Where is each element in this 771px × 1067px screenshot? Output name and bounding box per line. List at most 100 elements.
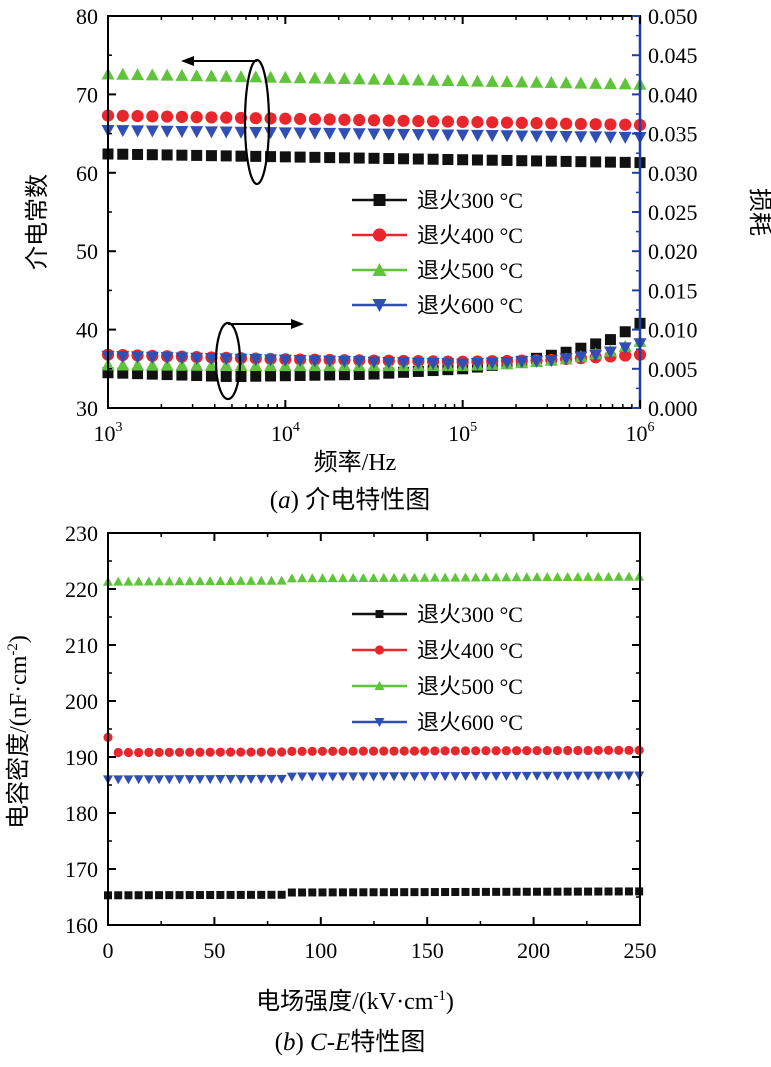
- chart-b-frame: [107, 532, 641, 926]
- data-point: [399, 572, 410, 582]
- data-point: [226, 890, 235, 899]
- chart-a: 103 104 105 106 30 40 50 60 70 80 0.000 0.005 0.010 0…: [24, 4, 771, 514]
- data-point: [256, 747, 266, 757]
- data-point: [486, 154, 498, 166]
- data-point: [145, 125, 159, 138]
- data-point: [225, 775, 236, 785]
- x-tick-label: 200: [517, 938, 550, 963]
- data-point: [323, 127, 337, 140]
- data-point: [522, 746, 532, 756]
- data-point: [176, 149, 188, 161]
- data-point: [530, 130, 544, 143]
- data-point: [603, 77, 617, 90]
- data-point: [123, 775, 134, 785]
- data-point: [143, 576, 154, 586]
- data-point: [216, 890, 225, 899]
- chart-a-marks: [101, 67, 647, 382]
- data-point: [225, 575, 236, 585]
- data-point: [206, 891, 215, 899]
- data-point: [294, 112, 307, 126]
- data-point: [427, 115, 440, 128]
- series-left-0: [102, 148, 646, 169]
- data-point: [246, 774, 257, 784]
- y2-tick-label: 0.000: [648, 396, 698, 421]
- data-point: [249, 112, 262, 125]
- data-point: [266, 747, 277, 757]
- data-point: [205, 747, 215, 757]
- data-point: [161, 369, 173, 381]
- data-point: [531, 155, 543, 167]
- data-point: [471, 154, 483, 166]
- data-point: [589, 349, 603, 362]
- data-point: [559, 131, 573, 144]
- data-point: [175, 352, 189, 365]
- data-point: [194, 775, 205, 785]
- data-point: [286, 772, 297, 782]
- data-point: [521, 771, 532, 781]
- data-point: [480, 572, 491, 582]
- data-point: [204, 353, 218, 366]
- data-point: [353, 368, 365, 380]
- data-point: [367, 356, 381, 369]
- data-point: [491, 572, 502, 582]
- data-point: [279, 112, 292, 125]
- data-point: [338, 746, 348, 756]
- data-point: [409, 772, 420, 782]
- data-point: [279, 370, 291, 382]
- data-point: [603, 346, 617, 359]
- data-point: [619, 349, 632, 362]
- data-point: [590, 338, 602, 350]
- data-point: [486, 116, 499, 129]
- series-b-2: [103, 571, 645, 586]
- data-point: [132, 148, 144, 160]
- data-point: [399, 746, 409, 756]
- data-point: [618, 342, 632, 355]
- data-point: [117, 148, 129, 160]
- legend-label: 退火300 °C: [417, 602, 523, 627]
- chart-a-ylabel: 介电常数: [24, 174, 51, 270]
- data-point: [441, 74, 455, 87]
- data-point: [619, 326, 631, 338]
- y2-tick-label: 0.030: [648, 161, 698, 186]
- data-point: [368, 152, 380, 164]
- data-point: [131, 68, 145, 81]
- data-point: [205, 150, 217, 162]
- data-point: [191, 149, 203, 161]
- data-point: [176, 369, 188, 381]
- data-point: [293, 71, 307, 84]
- data-point: [338, 113, 351, 126]
- data-point: [191, 370, 203, 382]
- data-point: [411, 357, 425, 370]
- data-point: [117, 367, 129, 379]
- data-point: [410, 888, 419, 897]
- data-point: [481, 746, 491, 756]
- data-point: [430, 888, 439, 897]
- data-point: [562, 572, 573, 582]
- data-point: [298, 888, 307, 897]
- data-point: [583, 771, 594, 781]
- data-point: [442, 153, 454, 165]
- data-point: [236, 747, 246, 757]
- data-point: [604, 887, 613, 896]
- legend-marker: [375, 610, 384, 618]
- data-point: [256, 774, 267, 784]
- data-point: [174, 775, 185, 785]
- data-point: [450, 746, 460, 756]
- data-point: [560, 155, 572, 167]
- data-point: [426, 129, 440, 142]
- data-point: [573, 887, 582, 896]
- x-tick-label: 105: [448, 420, 477, 446]
- data-point: [146, 368, 158, 380]
- data-point: [154, 576, 165, 586]
- data-point: [382, 72, 396, 85]
- chart-b-ylabel: 电容密度/(nF·cm-2): [5, 635, 32, 829]
- data-point: [161, 149, 173, 161]
- data-point: [293, 127, 307, 140]
- data-point: [562, 771, 573, 781]
- data-point: [235, 150, 247, 162]
- data-point: [470, 129, 484, 142]
- data-point: [593, 571, 604, 581]
- y-tick-label: 180: [65, 801, 98, 826]
- data-point: [412, 114, 425, 128]
- legend-marker: [373, 194, 386, 206]
